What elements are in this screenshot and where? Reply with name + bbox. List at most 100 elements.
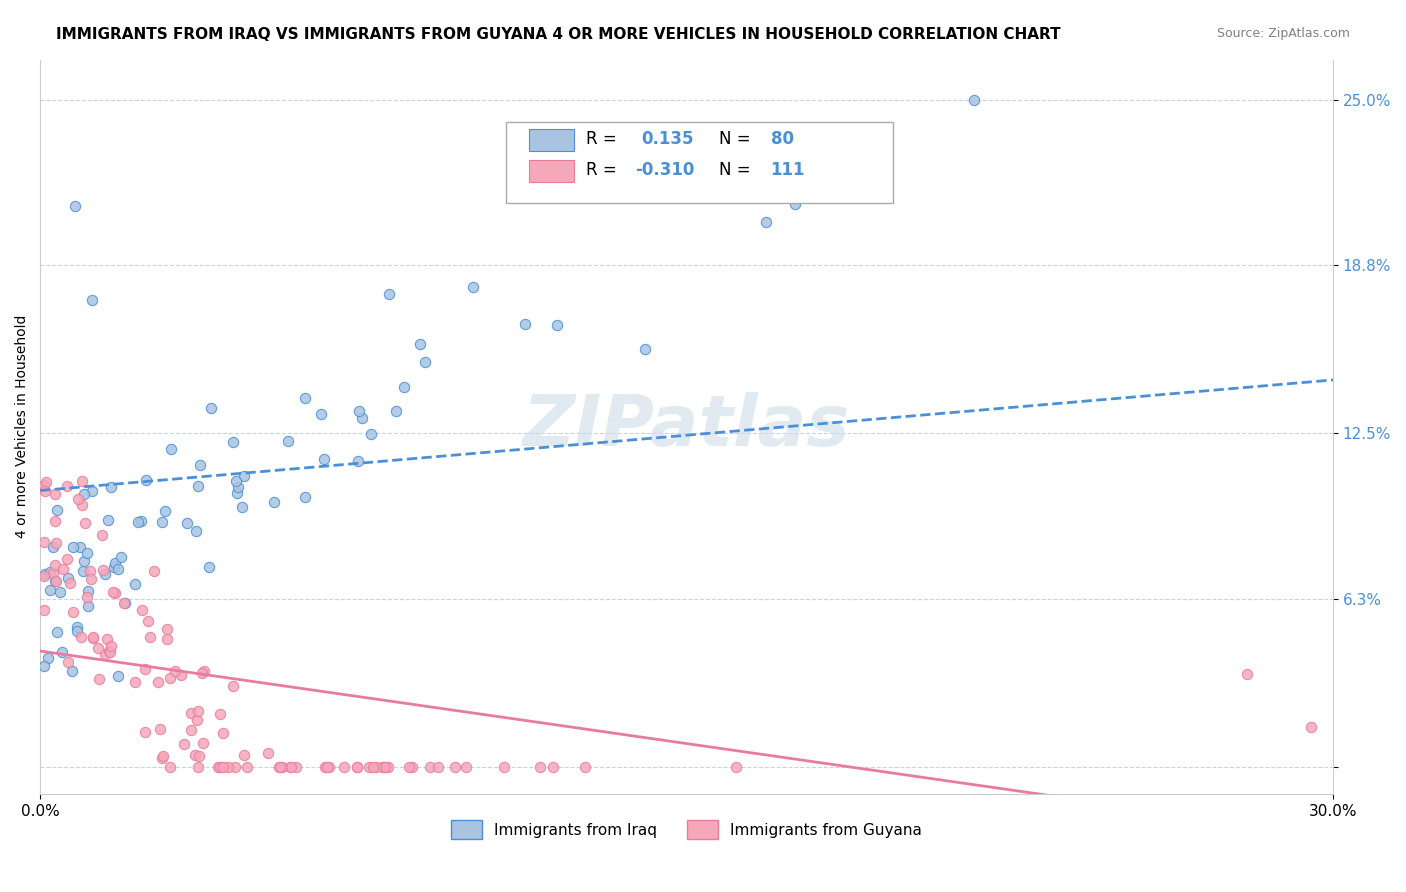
Point [187, 704, 209, 718]
Point [263, 494, 285, 508]
Point [51, 645, 73, 659]
Point [156, 632, 179, 646]
Point [280, 760, 302, 774]
Point [70, 498, 93, 512]
Point [153, 504, 176, 518]
Point [385, 404, 408, 418]
Point [86, 641, 108, 656]
Point [783, 196, 806, 211]
Point [236, 760, 259, 774]
Point [187, 760, 209, 774]
Point [211, 760, 233, 774]
Point [80, 484, 103, 499]
Text: -0.310: -0.310 [634, 161, 695, 178]
Point [225, 486, 247, 500]
Point [63, 199, 86, 213]
Point [197, 560, 219, 574]
Point [180, 706, 202, 720]
Point [103, 585, 125, 599]
Point [44, 514, 66, 528]
Point [100, 480, 122, 494]
Point [142, 564, 165, 578]
FancyBboxPatch shape [529, 129, 574, 152]
Point [346, 760, 368, 774]
Point [136, 614, 159, 628]
Point [70, 631, 93, 645]
Point [134, 662, 156, 676]
Point [378, 286, 401, 301]
Point [180, 723, 202, 737]
Point [150, 515, 173, 529]
Point [364, 760, 387, 774]
Point [89, 672, 111, 686]
Point [34, 475, 56, 489]
Point [184, 747, 207, 762]
Point [73, 554, 96, 568]
Point [463, 280, 485, 294]
Point [209, 760, 232, 774]
Point [359, 760, 381, 774]
Point [134, 725, 156, 739]
Point [107, 562, 129, 576]
Point [963, 93, 986, 107]
Point [159, 671, 181, 685]
Point [127, 515, 149, 529]
Text: N =: N = [718, 130, 751, 148]
Point [212, 726, 235, 740]
Text: 80: 80 [770, 130, 793, 148]
Point [76, 546, 98, 560]
Point [401, 760, 423, 774]
Point [207, 760, 229, 774]
Point [224, 760, 246, 774]
Point [62, 664, 84, 678]
Point [277, 434, 299, 448]
Point [110, 549, 132, 564]
Point [56, 571, 79, 585]
Point [45, 625, 67, 640]
Point [80, 293, 103, 307]
Point [231, 500, 253, 514]
Point [222, 680, 245, 694]
Text: Source: ZipAtlas.com: Source: ZipAtlas.com [1216, 27, 1350, 40]
Point [62, 605, 84, 619]
Point [574, 760, 596, 774]
Point [188, 748, 211, 763]
Point [34, 483, 56, 498]
Point [114, 596, 136, 610]
Point [373, 760, 395, 774]
Point [79, 564, 101, 578]
Point [413, 354, 436, 368]
Point [58, 576, 80, 591]
Point [755, 215, 778, 229]
Point [398, 760, 420, 774]
Text: 0.135: 0.135 [641, 130, 693, 148]
Point [208, 707, 231, 722]
Point [62, 541, 84, 555]
Point [75, 516, 97, 530]
Point [139, 630, 162, 644]
Point [724, 760, 747, 774]
Point [529, 760, 551, 774]
Point [150, 751, 173, 765]
Point [104, 586, 127, 600]
Point [66, 619, 89, 633]
Point [782, 154, 804, 169]
Point [149, 722, 172, 736]
Point [98, 644, 121, 658]
Point [34, 535, 56, 549]
Point [377, 760, 399, 774]
Point [34, 566, 56, 581]
Point [444, 760, 467, 774]
Point [66, 624, 89, 638]
Legend: Immigrants from Iraq, Immigrants from Guyana: Immigrants from Iraq, Immigrants from Gu… [444, 814, 928, 845]
Point [187, 479, 209, 493]
Point [67, 492, 90, 507]
Point [34, 478, 56, 492]
Point [124, 577, 146, 591]
Point [159, 760, 181, 774]
Point [72, 564, 94, 578]
Point [578, 161, 600, 176]
Point [270, 760, 292, 774]
Point [1236, 666, 1258, 681]
Point [163, 664, 186, 678]
